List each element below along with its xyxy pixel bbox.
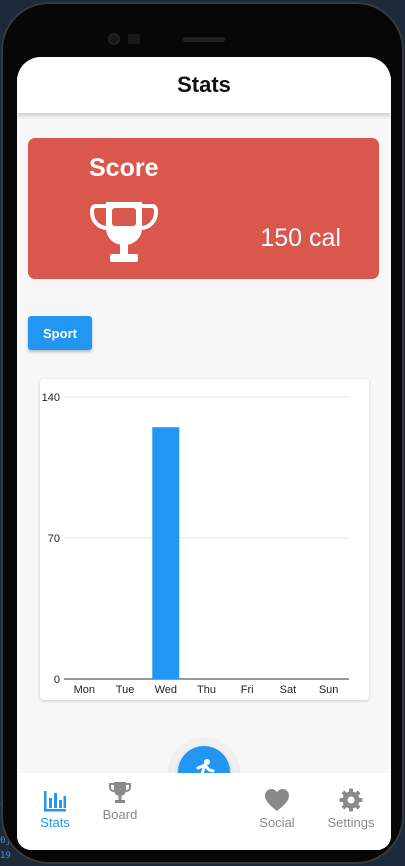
x-tick-label: Thu [197,684,216,696]
gear-icon [339,788,363,812]
x-tick-label: Sun [319,684,339,696]
nav-label-settings: Settings [327,815,375,830]
camera-icon [108,33,120,45]
sensor-icon [128,34,140,44]
x-tick-label: Fri [241,684,254,696]
nav-item-stats[interactable]: Stats [20,787,90,830]
app-screen: Stats Score 150 cal Sport 0 70 140 Mon Tue We… [17,57,391,850]
speaker-grille [183,37,225,42]
page-title: Stats [177,72,231,97]
sport-filter-button[interactable]: Sport [28,316,92,350]
x-tick-label: Sat [280,684,297,696]
app-bar: Stats [17,57,391,113]
background-code-fragment: 0j [0,836,11,846]
nav-label-board: Board [102,807,138,822]
y-tick-label: 70 [48,533,60,545]
bar-chart-icon [44,791,66,812]
nav-item-social[interactable]: Social [242,787,312,830]
nav-label-social: Social [259,815,295,830]
x-tick-label: Tue [116,684,135,696]
x-tick-label: Mon [74,684,95,696]
x-tick-label: Wed [155,684,177,696]
score-value: 150 cal [260,224,341,252]
score-title: Score [89,154,159,182]
y-tick-label: 140 [42,392,60,404]
trophy-icon [109,782,131,803]
bar-wed [152,427,180,679]
bottom-navigation: Stats Board Social [17,773,391,850]
heart-icon [265,789,289,811]
score-card: Score 150 cal [28,138,379,279]
background-code-fragment: 19 [0,851,11,861]
y-tick-label: 0 [54,674,60,686]
nav-label-stats: Stats [40,815,70,830]
bar-chart: 0 70 140 Mon Tue Wed Thu Fri Sat Sun [42,392,349,696]
nav-item-board[interactable]: Board [85,779,155,822]
weekly-chart-card: 0 70 140 Mon Tue Wed Thu Fri Sat Sun [40,379,369,700]
trophy-icon [90,202,158,262]
nav-item-settings[interactable]: Settings [316,787,386,830]
